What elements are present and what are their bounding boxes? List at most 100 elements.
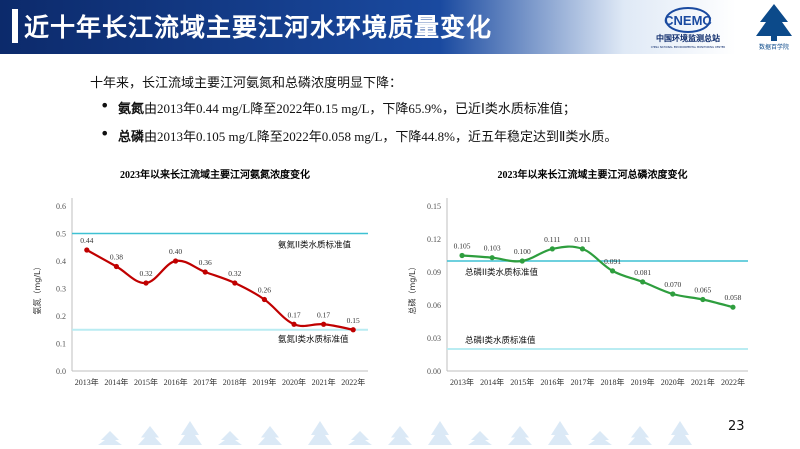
x-tick-label: 2015年 [510, 377, 534, 387]
tree-shape [308, 421, 332, 445]
x-tick-label: 2013年 [75, 377, 99, 387]
tree-shape [98, 431, 122, 445]
y-tick-label: 0.6 [56, 202, 66, 211]
data-academy-logo-name: 数据百学院 [759, 43, 789, 51]
x-tick-label: 2020年 [661, 377, 685, 387]
cnemc-logo-mark: CNEMC [664, 13, 712, 28]
y-axis-label: 氨氮（mg/L） [32, 262, 42, 314]
data-point [459, 252, 465, 259]
data-point [670, 291, 676, 297]
reference-line-label: 总磷II类水质标准值 [465, 267, 539, 278]
x-tick-label: 2018年 [601, 377, 625, 387]
y-tick-label: 0.09 [427, 268, 441, 277]
x-tick-label: 2016年 [540, 377, 564, 387]
x-tick-label: 2022年 [721, 377, 745, 387]
data-label: 0.40 [169, 247, 182, 256]
data-point [609, 268, 616, 274]
data-point [84, 247, 90, 253]
data-point [291, 321, 297, 327]
x-tick-label: 2017年 [570, 377, 594, 387]
series-line [461, 245, 734, 309]
phosphorus-chart: 2023年以来长江流域主要江河总磷浓度变化 0.00 0.03 0.06 0.09 0.1… [407, 168, 748, 387]
data-label: 0.058 [725, 293, 742, 302]
cnemc-logo-ring [665, 7, 711, 33]
cnemc-logo: CNEMC 中国环境监测总站 CHINA NATIONAL ENVIRONMEN… [651, 7, 726, 49]
page-number: 23 [728, 419, 745, 434]
tree-shape [388, 426, 412, 445]
x-tick-label: 2016年 [164, 377, 188, 387]
data-label: 0.081 [634, 268, 651, 277]
data-label: 0.38 [110, 253, 123, 262]
data-point [173, 258, 179, 264]
data-point [579, 246, 586, 252]
data-point [730, 304, 736, 310]
data-label: 0.36 [199, 258, 212, 267]
data-point [232, 280, 238, 286]
data-point [549, 246, 555, 252]
cnemc-logo-sub: CHINA NATIONAL ENVIRONMENTAL MONITORING … [651, 45, 726, 49]
data-point [321, 321, 327, 327]
title-accent [12, 9, 18, 43]
data-point [700, 296, 706, 303]
x-tick-label: 2014年 [480, 377, 504, 387]
tree-shape [178, 421, 202, 445]
bullet-dot: • [100, 96, 110, 115]
x-tick-label: 2022年 [341, 377, 365, 387]
tree-shape [668, 421, 692, 445]
data-label: 0.105 [454, 242, 471, 251]
data-label: 0.070 [664, 280, 681, 289]
tree-shape [348, 431, 372, 445]
y-tick-label: 0.0 [56, 367, 66, 376]
data-label: 0.065 [694, 286, 711, 295]
cnemc-logo-name: 中国环境监测总站 [656, 33, 720, 43]
x-tick-label: 2019年 [631, 377, 655, 387]
tree-shape [138, 426, 162, 445]
y-tick-label: 0.03 [427, 334, 441, 343]
y-tick-label: 0.4 [56, 257, 66, 266]
reference-line-label: 氨氮I类水质标准值 [278, 334, 349, 345]
y-tick-label: 0.06 [427, 301, 441, 310]
y-axis-label: 总磷（mg/L） [407, 262, 417, 314]
y-tick-label: 0.12 [427, 235, 441, 244]
tree-shape [548, 421, 572, 445]
tree-shape [258, 426, 282, 445]
data-point [202, 269, 208, 275]
bullet-dot: • [100, 124, 110, 143]
x-tick-label: 2021年 [312, 377, 336, 387]
data-label: 0.111 [544, 235, 561, 244]
page-title: 近十年长江流域主要江河水环境质量变化 [24, 13, 493, 42]
bullet-term: 氨氮 [118, 102, 145, 117]
x-tick-label: 2018年 [223, 377, 247, 387]
data-label: 0.15 [347, 316, 360, 325]
data-label: 0.17 [317, 310, 330, 319]
data-point [261, 296, 267, 303]
y-tick-label: 0.2 [56, 312, 66, 321]
data-label: 0.26 [258, 286, 271, 295]
intro-text: 十年来，长江流域主要江河氨氮和总磷浓度明显下降： [90, 76, 403, 91]
title-bar: 近十年长江流域主要江河水环境质量变化 [0, 0, 800, 54]
data-academy-logo-trunk [771, 36, 777, 41]
data-academy-logo: 数据百学院 [756, 4, 792, 51]
data-point [489, 255, 495, 261]
data-point [113, 263, 119, 270]
data-label: 0.111 [574, 235, 591, 244]
x-tick-label: 2013年 [450, 377, 474, 387]
y-tick-label: 0.1 [56, 340, 66, 349]
x-tick-label: 2019年 [252, 377, 276, 387]
tree-shape [468, 431, 492, 445]
tree-shape [218, 431, 242, 445]
y-tick-label: 0.5 [56, 230, 66, 239]
x-tick-label: 2014年 [104, 377, 128, 387]
data-label: 0.103 [484, 244, 501, 253]
data-point [143, 280, 149, 286]
y-tick-label: 0.3 [56, 285, 66, 294]
data-label: 0.32 [228, 269, 241, 278]
reference-line-label: 总磷I类水质标准值 [465, 335, 536, 346]
chart-title: 2023年以来长江流域主要江河总磷浓度变化 [498, 168, 688, 181]
data-academy-logo-tree [756, 4, 792, 36]
tree-shape [508, 426, 532, 445]
series-line [86, 249, 354, 331]
ammonia-chart: 2023年以来长江流域主要江河氨氮浓度变化 0.0 0.1 0.2 0.3 0.4 0.5 0… [32, 168, 368, 387]
tree-shape [588, 431, 612, 445]
x-tick-label: 2020年 [282, 377, 306, 387]
